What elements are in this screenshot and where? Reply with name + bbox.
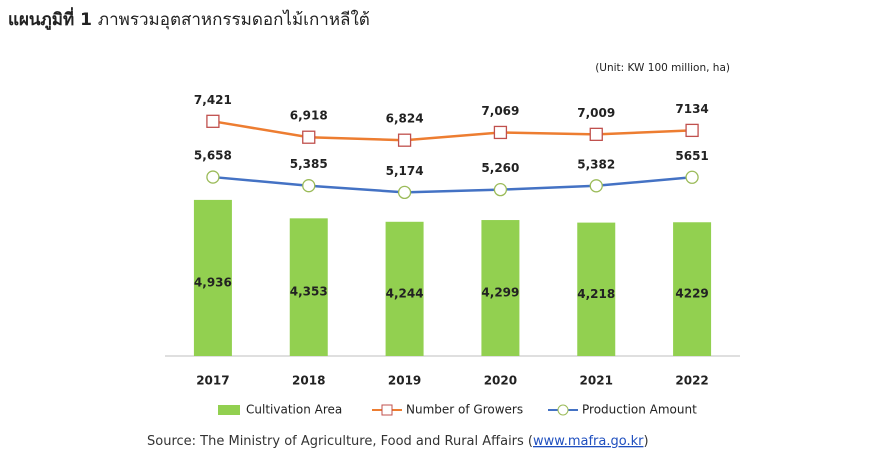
marker xyxy=(685,170,699,184)
bar xyxy=(193,199,232,356)
marker xyxy=(397,133,412,147)
x-tick-label: 2022 xyxy=(675,374,708,388)
data-label: 4229 xyxy=(675,287,708,301)
bar xyxy=(289,218,328,356)
figure-label: แผนภูมิที่ 1 xyxy=(8,7,92,31)
data-label: 6,824 xyxy=(386,112,424,126)
x-tick-label: 2017 xyxy=(196,374,229,388)
line xyxy=(212,175,693,194)
data-label: 5,382 xyxy=(577,157,615,171)
data-label: 7,421 xyxy=(194,93,232,107)
legend-swatch xyxy=(218,405,240,415)
data-label: 5,658 xyxy=(194,149,232,163)
source-link[interactable]: www.mafra.go.kr xyxy=(533,434,644,449)
data-label: 5,174 xyxy=(386,164,424,178)
data-label: 4,299 xyxy=(481,286,519,300)
bar xyxy=(481,220,520,356)
bar xyxy=(673,222,712,356)
chart-title: ภาพรวมอุตสาหกรรมดอกไม้เกาหลีใต้ xyxy=(98,9,370,30)
marker xyxy=(302,130,316,144)
data-label: 7,009 xyxy=(577,106,615,120)
data-label: 6,918 xyxy=(290,109,328,123)
marker xyxy=(206,114,220,128)
bar xyxy=(577,222,616,356)
data-label: 5,385 xyxy=(290,157,328,171)
marker xyxy=(685,123,699,138)
x-tick-label: 2020 xyxy=(484,374,517,388)
source-end: ) xyxy=(643,434,648,449)
legend-label: Number of Growers xyxy=(406,403,523,417)
source-text: Source: The Ministry of Agriculture, Foo… xyxy=(147,434,533,449)
marker xyxy=(589,127,603,141)
line xyxy=(212,120,693,142)
marker xyxy=(397,185,412,200)
marker xyxy=(493,125,508,140)
bar xyxy=(385,221,424,356)
legend-label: Cultivation Area xyxy=(246,403,342,417)
marker xyxy=(302,179,316,193)
x-tick-label: 2021 xyxy=(580,374,613,388)
data-label: 5,260 xyxy=(481,161,519,175)
legend-marker xyxy=(381,404,393,416)
source: Source: The Ministry of Agriculture, Foo… xyxy=(147,434,649,449)
marker xyxy=(206,170,220,184)
marker xyxy=(589,179,603,193)
data-label: 4,353 xyxy=(290,285,328,299)
data-label: 7,069 xyxy=(481,104,519,118)
data-label: 5651 xyxy=(675,149,708,163)
marker xyxy=(493,183,508,197)
data-label: 4,244 xyxy=(386,286,424,300)
data-label: 7134 xyxy=(675,102,708,116)
data-label: 4,218 xyxy=(577,287,615,301)
x-tick-label: 2018 xyxy=(292,374,325,388)
legend-marker xyxy=(557,404,569,416)
data-label: 4,936 xyxy=(194,275,232,289)
legend-label: Production Amount xyxy=(582,403,697,417)
unit-note: (Unit: KW 100 million, ha) xyxy=(595,62,730,74)
x-tick-label: 2019 xyxy=(388,374,421,388)
